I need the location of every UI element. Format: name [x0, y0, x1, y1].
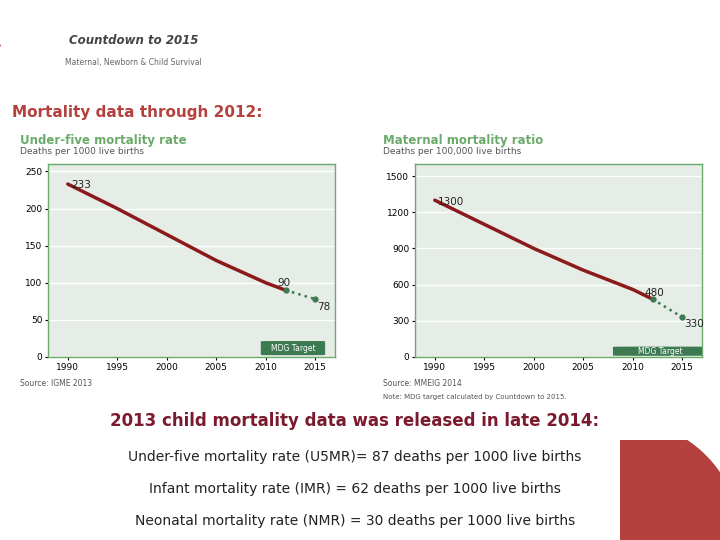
Text: Under-five mortality rate: Under-five mortality rate: [20, 133, 186, 146]
Text: Neonatal mortality rate (NMR) = 30 deaths per 1000 live births: Neonatal mortality rate (NMR) = 30 death…: [135, 514, 575, 528]
Text: 2013 child mortality data was released in late 2014:: 2013 child mortality data was released i…: [110, 412, 600, 430]
Text: Maternal, Newborn & Child Survival: Maternal, Newborn & Child Survival: [65, 57, 202, 66]
Text: Source: IGME 2013: Source: IGME 2013: [20, 379, 92, 388]
Text: Mortality data through 2012:: Mortality data through 2012:: [12, 105, 263, 120]
Text: Deaths per 1000 live births: Deaths per 1000 live births: [20, 147, 144, 157]
Text: National progress towards
MDGs 4 & 5: National progress towards MDGs 4 & 5: [270, 22, 665, 78]
Text: Countdown to 2015: Countdown to 2015: [68, 33, 198, 46]
Text: 78: 78: [318, 302, 330, 312]
FancyBboxPatch shape: [261, 341, 325, 355]
Text: 90: 90: [278, 278, 291, 288]
Text: 480: 480: [644, 288, 665, 298]
Text: Infant mortality rate (IMR) = 62 deaths per 1000 live births: Infant mortality rate (IMR) = 62 deaths …: [149, 482, 561, 496]
FancyBboxPatch shape: [613, 347, 707, 356]
Text: 233: 233: [71, 180, 91, 190]
Text: Source: MMEIG 2014: Source: MMEIG 2014: [383, 379, 462, 388]
Text: Maternal mortality ratio: Maternal mortality ratio: [383, 133, 544, 146]
Text: MDG Target: MDG Target: [638, 347, 683, 356]
Text: Note: MDG target calculated by Countdown to 2015.: Note: MDG target calculated by Countdown…: [383, 394, 567, 400]
Text: MDG Target: MDG Target: [271, 343, 315, 353]
Text: 330: 330: [684, 319, 704, 329]
Text: Under-five mortality rate (U5MR)= 87 deaths per 1000 live births: Under-five mortality rate (U5MR)= 87 dea…: [128, 450, 582, 464]
Text: 1300: 1300: [438, 197, 464, 207]
Text: Deaths per 100,000 live births: Deaths per 100,000 live births: [383, 147, 521, 157]
